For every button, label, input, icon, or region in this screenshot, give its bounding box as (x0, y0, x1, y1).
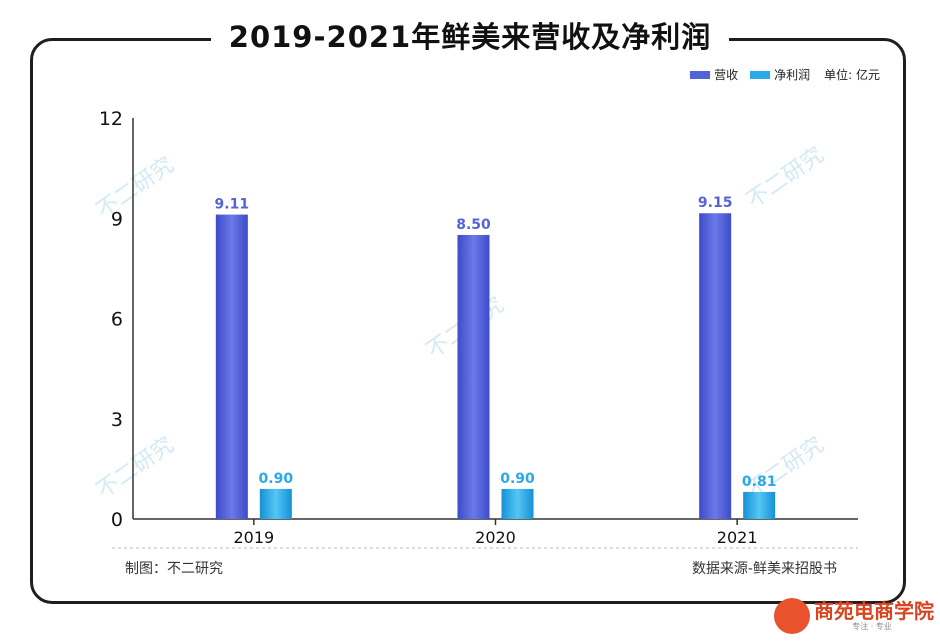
source-text: 数据来源-鲜美来招股书 (691, 561, 837, 577)
x-tick-label: 2019 (233, 528, 274, 547)
bar-revenue (457, 234, 490, 520)
unit-label: 单位: 亿元 (824, 68, 880, 82)
legend: 营收 净利润 单位: 亿元 (678, 66, 880, 83)
logo-icon (774, 598, 810, 634)
legend-swatch-net-profit (750, 70, 771, 79)
legend-label-revenue: 营收 (714, 68, 739, 82)
x-tick-label: 2021 (717, 528, 758, 547)
y-tick-label: 12 (99, 108, 123, 130)
chart-title: 2019-2021年鲜美来营收及净利润 (210, 14, 730, 56)
y-tick-label: 3 (111, 409, 123, 431)
y-tick-label: 0 (111, 509, 123, 531)
data-label: 9.15 (698, 195, 733, 211)
bar-net-profit (743, 491, 776, 519)
y-tick-label: 9 (111, 208, 123, 230)
legend-label-net-profit: 净利润 (774, 68, 811, 82)
data-label: 0.90 (500, 471, 535, 487)
chart-title-wrap: 2019-2021年鲜美来营收及净利润 (0, 14, 940, 56)
data-label: 0.90 (259, 471, 294, 487)
data-label: 0.81 (742, 474, 777, 490)
logo: 商苑电商学院 专注 · 专业 (774, 598, 934, 634)
data-label: 9.11 (215, 197, 250, 213)
bar-net-profit (259, 488, 292, 519)
logo-sub: 专注 · 专业 (852, 621, 892, 631)
bar-revenue (699, 213, 732, 520)
data-label: 8.50 (456, 217, 491, 233)
bar-revenue (215, 214, 248, 520)
legend-swatch-revenue (690, 70, 711, 79)
logo-text: 商苑电商学院 (814, 598, 934, 623)
bar-net-profit (501, 488, 534, 519)
x-tick-label: 2020 (475, 528, 516, 547)
credit-text: 制图：不二研究 (125, 561, 223, 577)
y-tick-label: 6 (111, 309, 123, 331)
